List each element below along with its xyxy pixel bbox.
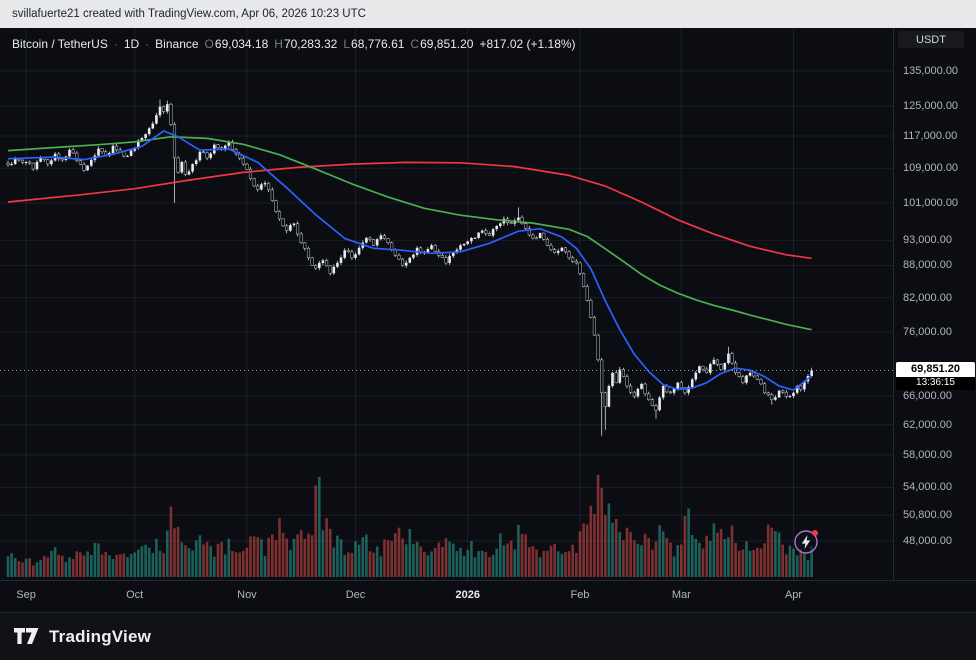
footer-bar: TradingView (0, 612, 976, 660)
volume-histogram (6, 474, 813, 577)
time-axis-label: 2026 (455, 589, 480, 601)
time-axis-label: Sep (16, 589, 36, 601)
price-tick-label: 66,000.00 (903, 390, 952, 403)
price-tick-label: 62,000.00 (903, 418, 952, 431)
attribution-text: svillafuerte21 created with TradingView.… (12, 8, 366, 20)
lightning-bolt-icon (801, 535, 811, 549)
time-axis-label: Feb (570, 589, 590, 601)
last-price-value: 69,851.20 (896, 362, 975, 378)
currency-toggle-button[interactable]: USDT (898, 31, 964, 48)
time-axis-label: Nov (237, 589, 257, 601)
price-chart[interactable] (0, 28, 893, 580)
price-tick-label: 101,000.00 (903, 196, 959, 209)
price-tick-label: 76,000.00 (903, 326, 952, 339)
price-tick-label: 50,800.00 (903, 509, 952, 522)
price-tick-label: 54,000.00 (903, 481, 952, 494)
attribution-bar: svillafuerte21 created with TradingView.… (0, 0, 976, 28)
price-tick-label: 48,000.00 (903, 534, 952, 547)
time-axis-label: Oct (126, 589, 144, 601)
price-axis[interactable]: USDT 135,000.00 125,000.00 117,000.00 109,0… (893, 28, 976, 580)
price-tick-label: 82,000.00 (903, 291, 952, 304)
tradingview-logo (14, 627, 39, 644)
time-axis-label: Apr (784, 589, 803, 601)
price-tick-label: 125,000.00 (903, 99, 959, 112)
price-tick-label: 93,000.00 (903, 234, 952, 247)
ma-long-line (7, 161, 812, 260)
chart-area: Bitcoin / TetherUS · 1D · Binance O 69,03… (0, 28, 976, 612)
notification-dot (812, 530, 818, 536)
last-price-badge: 69,851.20 13:36:15 (896, 362, 975, 391)
countdown-timer: 13:36:15 (896, 377, 975, 391)
instant-trading-icon[interactable] (794, 530, 818, 554)
time-axis-label: Mar (671, 589, 691, 601)
tradingview-link[interactable]: TradingView (14, 627, 151, 647)
time-axis-label: Dec (345, 589, 366, 601)
price-tick-label: 117,000.00 (903, 130, 958, 143)
price-tick-label: 135,000.00 (903, 65, 959, 77)
price-tick-label: 88,000.00 (903, 259, 952, 272)
price-tick-label: 58,000.00 (903, 448, 952, 461)
time-axis[interactable]: Sep Oct Nov Dec 2026 Feb Mar Apr (0, 580, 976, 612)
ma-short-line (7, 130, 813, 391)
price-tick-label: 109,000.00 (903, 162, 959, 175)
brand-name: TradingView (49, 626, 152, 646)
ma-medium-line (7, 135, 812, 331)
